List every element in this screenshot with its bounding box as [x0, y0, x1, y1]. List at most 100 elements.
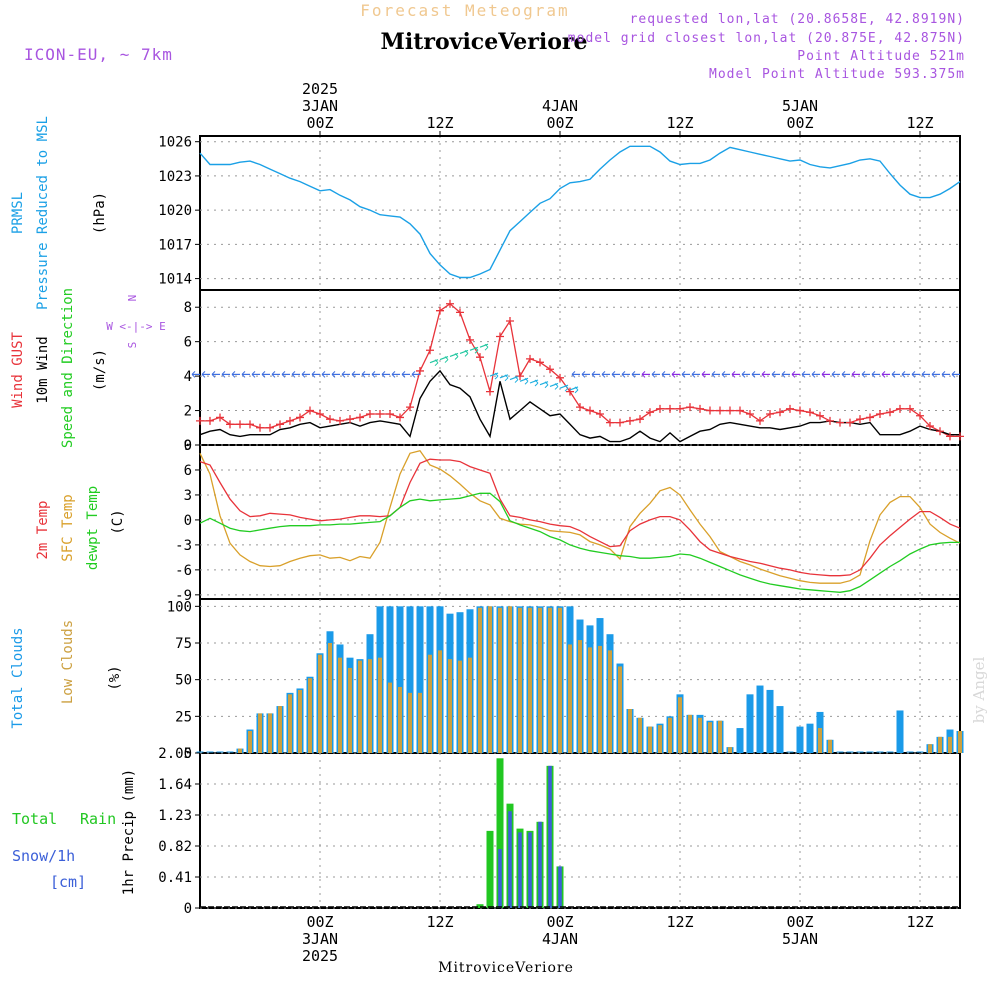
low-cloud-bar: [468, 657, 472, 753]
dewpt-line: [199, 492, 960, 593]
low-cloud-bar: [238, 748, 242, 753]
wind-arrow-head: [611, 371, 616, 378]
low-cloud-bar: [258, 713, 262, 753]
wind-arrow-head: [231, 371, 236, 378]
gust-marker: [366, 410, 374, 418]
wind-arrow-head: [741, 371, 746, 378]
low-cloud-bar: [378, 657, 382, 753]
closest-coords: model grid closest lon,lat (20.875E, 42.…: [568, 31, 965, 46]
low-cloud-bar: [498, 607, 502, 753]
gust-line: [200, 302, 960, 438]
wind-arrow-head: [721, 371, 726, 378]
wind-arrow-head: [524, 377, 529, 385]
gust-marker: [576, 403, 584, 412]
gust-marker: [466, 335, 474, 344]
temp-2m-line: [199, 458, 961, 577]
wind-arrow-head: [434, 359, 439, 367]
panel-frame-wind: [199, 289, 961, 446]
total-cloud-bar: [746, 694, 754, 753]
wind-arrow-head: [821, 371, 826, 378]
gust-marker: [516, 372, 524, 381]
top-time-label: 5JAN: [782, 97, 818, 115]
gust-marker: [776, 408, 784, 417]
sfc-temp-line: [199, 450, 961, 584]
top-time-label: 12Z: [906, 114, 933, 132]
snow-bar: [498, 849, 502, 908]
wind-direction-arrow: [489, 372, 499, 377]
y-tick-label-precip: 0.82: [158, 839, 192, 855]
gust-marker: [946, 432, 954, 441]
low-cloud-bar: [598, 645, 602, 753]
gust-marker: [496, 332, 504, 341]
low-cloud-bar: [938, 736, 942, 753]
low-cloud-bar: [268, 713, 272, 753]
gust-marker: [226, 420, 234, 429]
gust-marker: [706, 406, 714, 415]
wind-arrow-head: [341, 371, 346, 378]
low-cloud-bar: [408, 692, 412, 753]
gust-marker: [386, 410, 394, 418]
wind-arrow-head: [351, 371, 356, 378]
wind-arrow-head: [534, 379, 539, 387]
top-time-label: 12Z: [666, 114, 693, 132]
rain-bar: [496, 758, 504, 908]
wind-direction-arrow: [539, 381, 549, 386]
low-cloud-bar: [688, 714, 692, 753]
wind-arrow-head: [361, 371, 366, 378]
low-cloud-bar: [818, 728, 822, 753]
wind-direction-arrow: [549, 382, 559, 388]
low-cloud-bar: [928, 744, 932, 753]
y-tick-label-pressure: 1017: [158, 237, 192, 253]
total-cloud-bar: [406, 606, 414, 753]
total-cloud-bar: [396, 606, 404, 753]
label-wind-gust: Wind GUST: [10, 332, 26, 408]
low-cloud-bar: [328, 643, 332, 753]
wind-direction-arrow: [429, 359, 439, 364]
low-cloud-bar: [568, 644, 572, 753]
y-tick-label-wind: 2: [184, 404, 192, 420]
wind-arrow-head: [761, 371, 766, 378]
wind-arrow-head: [841, 371, 846, 378]
gust-marker: [906, 404, 914, 413]
gust-marker: [726, 406, 734, 415]
y-tick-label-temp: -9: [175, 588, 192, 604]
top-time-label: 00Z: [306, 114, 333, 132]
requested-coords: requested lon,lat (20.8658E, 42.8919N): [630, 12, 965, 27]
wind-arrow-head: [711, 371, 716, 378]
y-tick-label-pressure: 1014: [158, 272, 192, 288]
low-cloud-bar: [558, 607, 562, 753]
low-cloud-bar: [318, 654, 322, 753]
total-cloud-bar: [386, 606, 394, 753]
wind-arrow-head: [911, 371, 916, 378]
y-tick-label-cloud: 100: [167, 599, 192, 615]
wind-arrow-head: [921, 371, 926, 378]
compass-north: N: [126, 295, 139, 302]
panel-frame-temp: [199, 444, 961, 600]
total-cloud-bar: [896, 710, 904, 753]
snow-bar: [558, 866, 562, 908]
gust-marker: [416, 366, 424, 375]
wind-arrow-head: [261, 371, 266, 378]
snow-bar: [518, 832, 522, 908]
y-tick-label-temp: 3: [184, 488, 192, 504]
wind-arrow-head: [811, 371, 816, 378]
label-cm: [cm]: [50, 873, 86, 891]
low-cloud-bar: [478, 607, 482, 753]
wind-arrow-head: [681, 371, 686, 378]
bottom-time-label: 12Z: [906, 913, 933, 931]
low-cloud-bar: [458, 660, 462, 753]
wind-arrow-head: [564, 384, 569, 392]
wind-direction-arrow: [559, 384, 569, 389]
top-time-label: 3JAN: [302, 97, 338, 115]
gust-marker: [856, 415, 864, 424]
wind-arrow-head: [571, 371, 576, 378]
low-cloud-bar: [588, 647, 592, 753]
wind-arrow-head: [211, 371, 216, 378]
label-celsius: (C): [110, 509, 126, 534]
compass-west-east: W <-|-> E: [106, 320, 166, 333]
model-name: ICON-EU, ~ 7km: [24, 45, 173, 64]
gust-marker: [646, 408, 654, 417]
gust-marker: [306, 406, 314, 415]
gust-marker: [796, 406, 804, 415]
